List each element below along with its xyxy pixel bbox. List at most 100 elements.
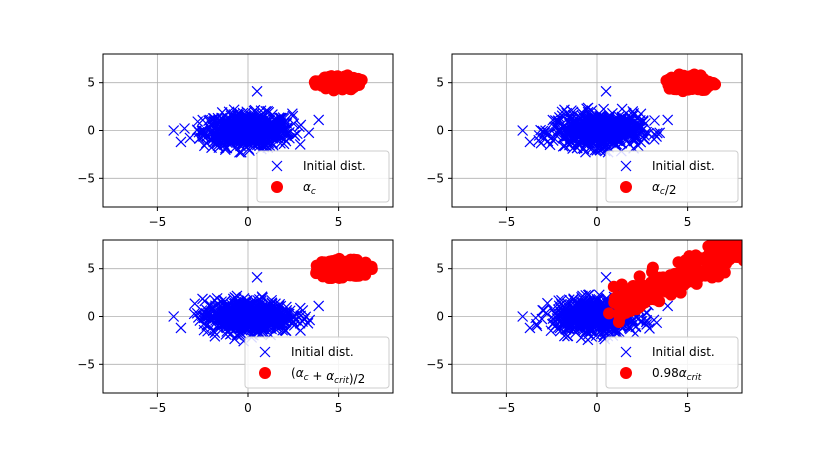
shifted-dist-point <box>676 83 689 96</box>
x-tick-label: 5 <box>335 215 343 229</box>
initial-dist-point <box>175 322 187 334</box>
initial-dist-point <box>609 127 621 139</box>
plot-area <box>517 68 722 158</box>
initial-dist-point <box>576 134 588 146</box>
initial-dist-point <box>600 85 612 97</box>
x-tick-label: −5 <box>498 401 516 415</box>
x-tick-label: 0 <box>593 215 601 229</box>
initial-dist-point <box>649 115 660 126</box>
initial-dist-point <box>279 324 291 336</box>
initial-dist-point <box>286 108 298 120</box>
initial-dist-point <box>576 319 588 331</box>
x-tick-label: −5 <box>149 215 167 229</box>
initial-dist-point <box>611 115 623 127</box>
initial-dist-point <box>218 318 230 330</box>
shifted-dist-point <box>342 75 355 88</box>
shifted-dist-point <box>603 307 616 320</box>
initial-dist-point <box>207 325 219 337</box>
y-tick-label: 0 <box>87 124 95 138</box>
initial-dist-point <box>581 309 593 321</box>
initial-dist-point <box>600 271 612 283</box>
initial-dist-point <box>640 316 652 328</box>
legend: Initial dist. αc <box>256 150 390 203</box>
initial-dist-point <box>250 118 261 130</box>
shifted-dist-point <box>608 296 621 309</box>
x-tick-label: 0 <box>593 401 601 415</box>
initial-dist-point <box>644 323 655 334</box>
initial-dist-point <box>234 146 245 158</box>
x-tick-label: 5 <box>684 401 692 415</box>
shifted-dist-point <box>630 303 643 316</box>
initial-dist-point <box>578 302 590 314</box>
legend: Initial dist. (αc + αcrit)/2 <box>244 336 390 389</box>
initial-dist-point <box>569 124 581 136</box>
shifted-dist-point <box>714 240 722 242</box>
initial-dist-point <box>253 313 265 325</box>
shifted-dist-point <box>621 292 634 305</box>
initial-dist-point <box>194 315 206 326</box>
initial-dist-point <box>556 294 567 306</box>
initial-dist-point <box>280 306 291 318</box>
initial-dist-point <box>257 312 269 324</box>
initial-dist-point <box>313 300 325 312</box>
initial-dist-point <box>568 294 579 306</box>
initial-dist-point <box>289 130 301 142</box>
initial-dist-point <box>261 140 273 152</box>
shifted-dist-point <box>663 82 676 95</box>
shifted-dist-point <box>714 254 727 267</box>
shifted-dist-point <box>731 250 742 263</box>
initial-dist-point <box>239 122 250 134</box>
initial-dist-point <box>281 117 293 129</box>
initial-dist-point <box>224 134 235 146</box>
initial-dist-point <box>241 299 253 311</box>
initial-dist-point <box>619 132 631 144</box>
initial-dist-point <box>215 136 227 147</box>
y-tick-label: 5 <box>87 76 95 90</box>
shifted-dist-point <box>641 284 654 297</box>
y-tick-label: 0 <box>87 310 95 324</box>
initial-dist-point <box>207 116 219 128</box>
y-tick-label: 0 <box>436 124 444 138</box>
initial-dist-point <box>524 322 536 334</box>
initial-dist-point <box>198 140 210 152</box>
legend-label-initial: Initial dist. <box>303 159 366 173</box>
initial-dist-point <box>222 117 234 129</box>
initial-dist-point <box>299 313 310 325</box>
initial-dist-point <box>561 304 573 316</box>
initial-dist-point <box>230 318 242 330</box>
initial-dist-point <box>603 111 615 123</box>
initial-dist-point <box>230 293 242 305</box>
legend: Initial dist. 0.98αcrit <box>605 336 739 389</box>
initial-dist-point <box>257 292 268 304</box>
initial-dist-point <box>189 298 201 310</box>
y-tick-label: −5 <box>426 357 444 371</box>
initial-dist-point <box>590 298 602 310</box>
initial-dist-point <box>573 139 585 151</box>
legend-label-initial: Initial dist. <box>652 345 715 359</box>
legend-label-alpha: αc <box>303 180 316 197</box>
initial-dist-point <box>627 106 639 117</box>
initial-dist-point <box>593 289 605 301</box>
initial-dist-point <box>196 128 208 139</box>
initial-dist-point <box>541 297 553 309</box>
initial-dist-point <box>524 136 536 148</box>
x-tick-label: 0 <box>244 215 252 229</box>
initial-dist-point <box>258 140 270 151</box>
y-tick-label: −5 <box>426 171 444 185</box>
initial-dist-point <box>266 297 278 309</box>
initial-dist-point <box>200 312 212 324</box>
shifted-dist-point <box>322 265 335 278</box>
plot-area <box>168 69 368 158</box>
y-tick-label: 5 <box>436 262 444 276</box>
initial-dist-point <box>641 314 653 326</box>
initial-dist-point <box>239 135 250 147</box>
initial-dist-point <box>184 132 196 144</box>
initial-dist-point <box>564 111 576 122</box>
initial-dist-point <box>175 136 187 148</box>
initial-dist-point <box>168 311 180 322</box>
initial-dist-point <box>649 128 660 140</box>
initial-dist-point <box>576 291 587 303</box>
x-tick-label: 5 <box>684 215 692 229</box>
initial-dist-point <box>554 317 566 328</box>
initial-dist-point <box>218 300 230 312</box>
